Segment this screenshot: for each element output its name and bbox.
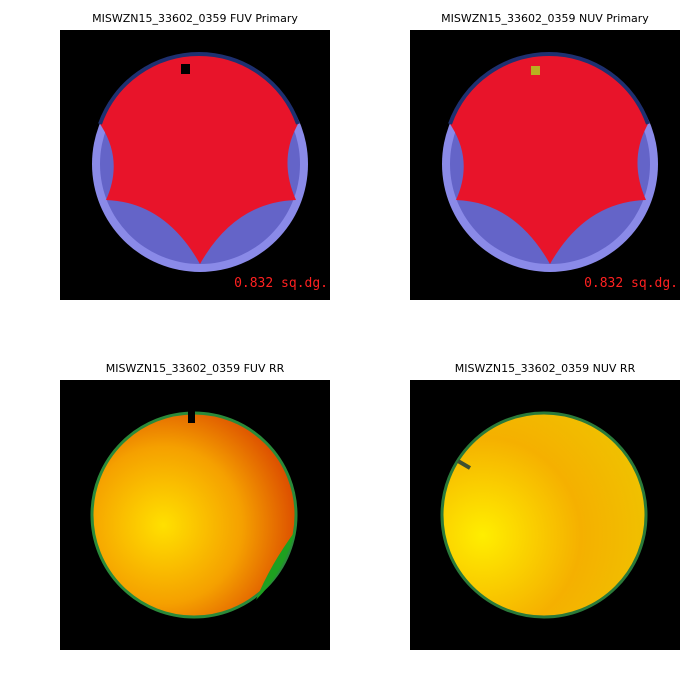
image xyxy=(410,380,680,650)
panel: MISWZN15_33602_0359 NUV RR xyxy=(410,362,680,650)
image xyxy=(408,28,682,302)
panel-title: MISWZN15_33602_0359 NUV Primary xyxy=(441,12,649,25)
area-label: 0.832 sq.dg. xyxy=(234,276,328,291)
panel-title: MISWZN15_33602_0359 NUV RR xyxy=(455,362,636,375)
image xyxy=(58,28,332,302)
panel: MISWZN15_33602_0359 NUV Primary 0.832 sq… xyxy=(408,12,682,302)
area-label: 0.832 sq.dg. xyxy=(584,276,678,291)
panel: MISWZN15_33602_0359 FUV Primary 0.832 sq… xyxy=(58,12,332,302)
image xyxy=(60,380,330,650)
panel: MISWZN15_33602_0359 FUV RR xyxy=(60,362,330,650)
panel-title: MISWZN15_33602_0359 FUV RR xyxy=(106,362,285,375)
panel-title: MISWZN15_33602_0359 FUV Primary xyxy=(92,12,298,25)
